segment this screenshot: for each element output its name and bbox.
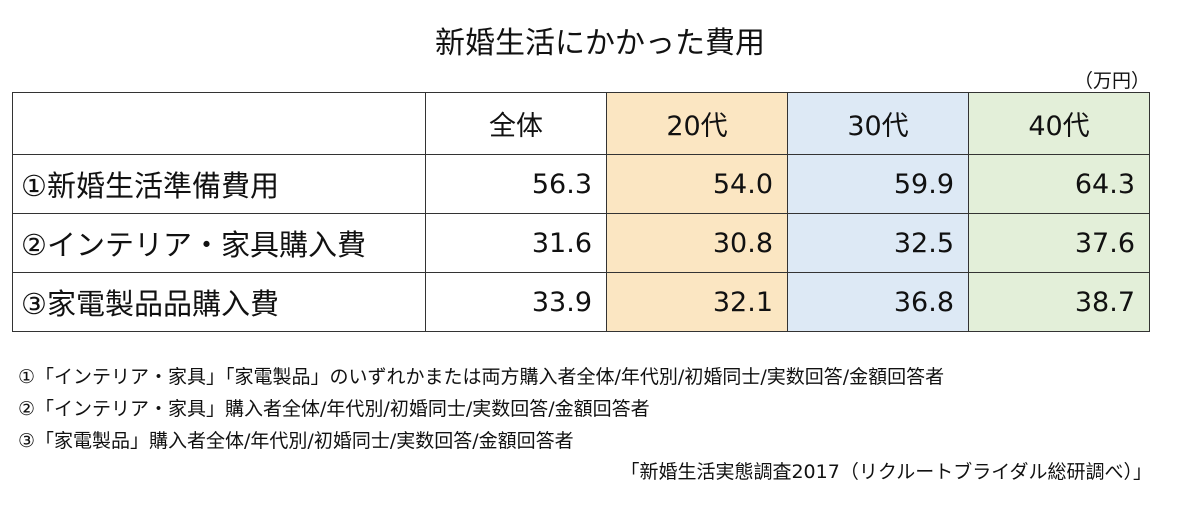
column-header: 全体 (425, 92, 607, 155)
value-cell: 30.8 (606, 213, 788, 273)
value-cell: 59.9 (787, 154, 969, 214)
cost-table: 全体 20代 30代 40代 ①新婚生活準備費用 56.3 54.0 59.9 64.3 ②インテ… (12, 92, 1150, 332)
note: ②「インテリア・家具」購入者全体/年代別/初婚同士/実数回答/金額回答者 (18, 398, 650, 420)
corner-cell (12, 92, 426, 155)
row-label: ③家電製品品購入費 (12, 272, 426, 332)
column-header: 20代 (606, 92, 788, 155)
data-row: ③家電製品品購入費 33.9 32.1 36.8 38.7 (12, 272, 1150, 332)
title: 新婚生活にかかった費用 (435, 26, 765, 61)
unit: （万円） (1073, 70, 1150, 92)
data-row: ①新婚生活準備費用 56.3 54.0 59.9 64.3 (12, 154, 1150, 214)
value-cell: 64.3 (968, 154, 1150, 214)
source: 「新婚生活実態調査2017（リクルートブライダル総研調べ）」 (620, 461, 1152, 483)
value-cell: 32.1 (606, 272, 788, 332)
column-header: 40代 (968, 92, 1150, 155)
value-cell: 31.6 (425, 213, 607, 273)
header-row: 全体 20代 30代 40代 (12, 92, 1150, 155)
value-cell: 32.5 (787, 213, 969, 273)
column-header: 30代 (787, 92, 969, 155)
row-label: ②インテリア・家具購入費 (12, 213, 426, 273)
value-cell: 54.0 (606, 154, 788, 214)
note: ①「インテリア・家具」「家電製品」のいずれかまたは両方購入者全体/年代別/初婚同… (18, 366, 945, 388)
value-cell: 36.8 (787, 272, 969, 332)
data-row: ②インテリア・家具購入費 31.6 30.8 32.5 37.6 (12, 213, 1150, 273)
row-label: ①新婚生活準備費用 (12, 154, 426, 214)
value-cell: 37.6 (968, 213, 1150, 273)
value-cell: 33.9 (425, 272, 607, 332)
value-cell: 56.3 (425, 154, 607, 214)
value-cell: 38.7 (968, 272, 1150, 332)
note: ③「家電製品」購入者全体/年代別/初婚同士/実数回答/金額回答者 (18, 430, 574, 452)
